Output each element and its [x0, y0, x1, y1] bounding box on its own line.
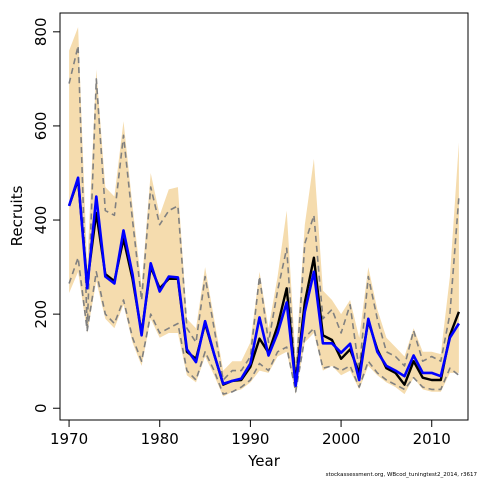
credit-text: stockassessment.org, WBcod_tuningtest2_2…: [326, 472, 478, 478]
blue-line: [67, 176, 460, 388]
x-tick-label: 1970: [50, 430, 88, 448]
y-tick-label: 400: [32, 206, 50, 235]
dashed-upper-line: [68, 45, 460, 381]
x-axis-title: Year: [247, 452, 281, 470]
dashed-lower-line: [68, 256, 460, 395]
y-axis-title: Recruits: [8, 185, 26, 246]
x-tick-label: 2010: [413, 430, 451, 448]
plot-frame: [59, 12, 469, 421]
confidence-band: [69, 27, 459, 397]
x-tick-label: 2000: [322, 430, 360, 448]
x-tick-label: 1990: [231, 430, 269, 448]
y-tick-label: 600: [32, 112, 50, 141]
series-line-layer: [67, 45, 461, 395]
confidence-band-layer: [69, 27, 459, 397]
x-axis: 1970 1980 1990 2000 2010: [50, 420, 451, 448]
y-tick-label: 800: [32, 18, 50, 47]
x-tick-label: 1980: [141, 430, 179, 448]
y-axis: 0 200 400 600 800: [32, 18, 60, 413]
y-tick-label: 0: [32, 403, 50, 413]
y-tick-label: 200: [32, 300, 50, 329]
